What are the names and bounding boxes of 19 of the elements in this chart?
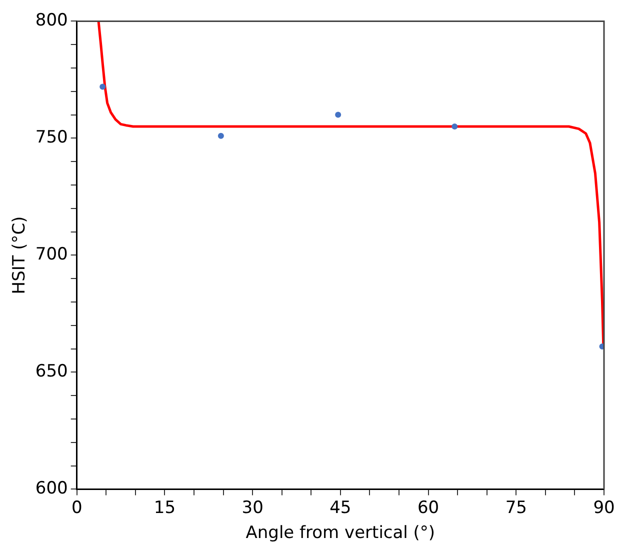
- point: [452, 124, 458, 130]
- x-tick-label: 30: [242, 498, 264, 518]
- y-axis-title: HSIT (°C): [10, 216, 30, 294]
- x-axis-title: Angle from vertical (°): [246, 523, 436, 544]
- x-tick-label: 0: [71, 498, 82, 518]
- x-tick-label: 45: [330, 498, 352, 518]
- x-tick-label: 90: [593, 498, 615, 518]
- x-tick-label: 15: [154, 498, 176, 518]
- point: [335, 112, 342, 118]
- y-tick-label: 700: [35, 244, 68, 265]
- x-tick-label: 75: [505, 498, 527, 518]
- y-tick-label: 650: [35, 362, 68, 382]
- point: [100, 84, 106, 90]
- point: [599, 343, 604, 350]
- x-tick-label: 60: [417, 498, 440, 518]
- y-tick-label: 600: [35, 478, 68, 499]
- y-tick-label: 750: [35, 128, 68, 148]
- y-tick-label: 800: [35, 10, 68, 31]
- point: [218, 132, 224, 139]
